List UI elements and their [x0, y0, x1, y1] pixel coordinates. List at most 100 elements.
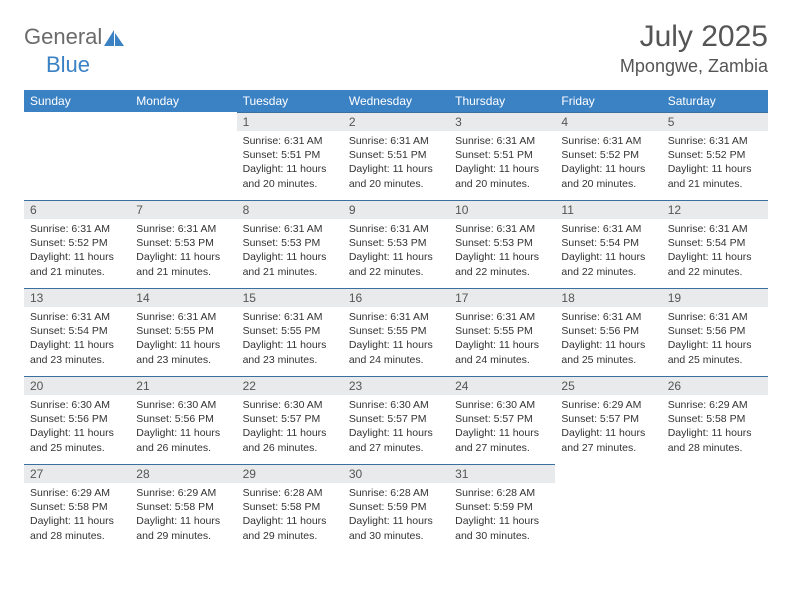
day-number: 31 — [449, 464, 555, 483]
day-number: 26 — [662, 376, 768, 395]
day-content: Sunrise: 6:31 AMSunset: 5:53 PMDaylight:… — [343, 219, 449, 285]
calendar-day-cell: 13Sunrise: 6:31 AMSunset: 5:54 PMDayligh… — [24, 288, 130, 376]
calendar-day-cell: 26Sunrise: 6:29 AMSunset: 5:58 PMDayligh… — [662, 376, 768, 464]
day-number: 22 — [237, 376, 343, 395]
calendar-day-cell — [24, 112, 130, 200]
weekday-header: Thursday — [449, 90, 555, 112]
calendar-day-cell: 10Sunrise: 6:31 AMSunset: 5:53 PMDayligh… — [449, 200, 555, 288]
weekday-header: Tuesday — [237, 90, 343, 112]
day-number: 16 — [343, 288, 449, 307]
day-number: 28 — [130, 464, 236, 483]
day-number: 5 — [662, 112, 768, 131]
day-content: Sunrise: 6:30 AMSunset: 5:56 PMDaylight:… — [24, 395, 130, 461]
day-content: Sunrise: 6:31 AMSunset: 5:51 PMDaylight:… — [343, 131, 449, 197]
day-number: 7 — [130, 200, 236, 219]
day-number: 19 — [662, 288, 768, 307]
day-content: Sunrise: 6:31 AMSunset: 5:56 PMDaylight:… — [555, 307, 661, 373]
calendar-week-row: 13Sunrise: 6:31 AMSunset: 5:54 PMDayligh… — [24, 288, 768, 376]
calendar-day-cell: 5Sunrise: 6:31 AMSunset: 5:52 PMDaylight… — [662, 112, 768, 200]
day-content: Sunrise: 6:29 AMSunset: 5:57 PMDaylight:… — [555, 395, 661, 461]
day-number: 30 — [343, 464, 449, 483]
calendar-day-cell: 23Sunrise: 6:30 AMSunset: 5:57 PMDayligh… — [343, 376, 449, 464]
page-header: General Blue July 2025 Mpongwe, Zambia — [24, 20, 768, 78]
calendar-week-row: 20Sunrise: 6:30 AMSunset: 5:56 PMDayligh… — [24, 376, 768, 464]
calendar-day-cell: 9Sunrise: 6:31 AMSunset: 5:53 PMDaylight… — [343, 200, 449, 288]
day-content: Sunrise: 6:31 AMSunset: 5:55 PMDaylight:… — [237, 307, 343, 373]
day-number: 1 — [237, 112, 343, 131]
day-content: Sunrise: 6:29 AMSunset: 5:58 PMDaylight:… — [24, 483, 130, 549]
calendar-day-cell — [662, 464, 768, 552]
day-content: Sunrise: 6:31 AMSunset: 5:53 PMDaylight:… — [449, 219, 555, 285]
day-content: Sunrise: 6:28 AMSunset: 5:59 PMDaylight:… — [343, 483, 449, 549]
calendar-body: 1Sunrise: 6:31 AMSunset: 5:51 PMDaylight… — [24, 112, 768, 552]
day-content: Sunrise: 6:28 AMSunset: 5:58 PMDaylight:… — [237, 483, 343, 549]
calendar-day-cell: 4Sunrise: 6:31 AMSunset: 5:52 PMDaylight… — [555, 112, 661, 200]
weekday-header: Monday — [130, 90, 236, 112]
calendar-day-cell: 7Sunrise: 6:31 AMSunset: 5:53 PMDaylight… — [130, 200, 236, 288]
day-number: 6 — [24, 200, 130, 219]
calendar-day-cell — [555, 464, 661, 552]
day-number: 2 — [343, 112, 449, 131]
calendar-day-cell: 25Sunrise: 6:29 AMSunset: 5:57 PMDayligh… — [555, 376, 661, 464]
brand-part2: Blue — [46, 52, 90, 77]
day-content: Sunrise: 6:31 AMSunset: 5:52 PMDaylight:… — [24, 219, 130, 285]
day-number: 4 — [555, 112, 661, 131]
day-content: Sunrise: 6:28 AMSunset: 5:59 PMDaylight:… — [449, 483, 555, 549]
day-number: 20 — [24, 376, 130, 395]
calendar-day-cell: 16Sunrise: 6:31 AMSunset: 5:55 PMDayligh… — [343, 288, 449, 376]
day-number: 11 — [555, 200, 661, 219]
day-content: Sunrise: 6:31 AMSunset: 5:52 PMDaylight:… — [662, 131, 768, 197]
day-content: Sunrise: 6:31 AMSunset: 5:56 PMDaylight:… — [662, 307, 768, 373]
calendar-day-cell — [130, 112, 236, 200]
day-content: Sunrise: 6:30 AMSunset: 5:56 PMDaylight:… — [130, 395, 236, 461]
weekday-header: Sunday — [24, 90, 130, 112]
location-label: Mpongwe, Zambia — [620, 56, 768, 77]
day-content: Sunrise: 6:31 AMSunset: 5:55 PMDaylight:… — [449, 307, 555, 373]
day-content: Sunrise: 6:31 AMSunset: 5:54 PMDaylight:… — [24, 307, 130, 373]
calendar-day-cell: 30Sunrise: 6:28 AMSunset: 5:59 PMDayligh… — [343, 464, 449, 552]
calendar-day-cell: 27Sunrise: 6:29 AMSunset: 5:58 PMDayligh… — [24, 464, 130, 552]
day-content: Sunrise: 6:31 AMSunset: 5:54 PMDaylight:… — [662, 219, 768, 285]
day-number: 15 — [237, 288, 343, 307]
day-content: Sunrise: 6:31 AMSunset: 5:51 PMDaylight:… — [237, 131, 343, 197]
day-content: Sunrise: 6:31 AMSunset: 5:52 PMDaylight:… — [555, 131, 661, 197]
weekday-header: Wednesday — [343, 90, 449, 112]
day-number: 13 — [24, 288, 130, 307]
day-number: 29 — [237, 464, 343, 483]
day-number: 8 — [237, 200, 343, 219]
calendar-day-cell: 1Sunrise: 6:31 AMSunset: 5:51 PMDaylight… — [237, 112, 343, 200]
calendar-day-cell: 19Sunrise: 6:31 AMSunset: 5:56 PMDayligh… — [662, 288, 768, 376]
day-content: Sunrise: 6:31 AMSunset: 5:51 PMDaylight:… — [449, 131, 555, 197]
calendar-day-cell: 12Sunrise: 6:31 AMSunset: 5:54 PMDayligh… — [662, 200, 768, 288]
calendar-week-row: 27Sunrise: 6:29 AMSunset: 5:58 PMDayligh… — [24, 464, 768, 552]
day-number: 3 — [449, 112, 555, 131]
day-number: 27 — [24, 464, 130, 483]
day-content: Sunrise: 6:29 AMSunset: 5:58 PMDaylight:… — [130, 483, 236, 549]
calendar-week-row: 1Sunrise: 6:31 AMSunset: 5:51 PMDaylight… — [24, 112, 768, 200]
day-content: Sunrise: 6:30 AMSunset: 5:57 PMDaylight:… — [449, 395, 555, 461]
day-number: 14 — [130, 288, 236, 307]
weekday-header-row: Sunday Monday Tuesday Wednesday Thursday… — [24, 90, 768, 112]
day-number: 25 — [555, 376, 661, 395]
calendar-day-cell: 14Sunrise: 6:31 AMSunset: 5:55 PMDayligh… — [130, 288, 236, 376]
brand-sail-icon — [104, 30, 124, 46]
calendar-day-cell: 21Sunrise: 6:30 AMSunset: 5:56 PMDayligh… — [130, 376, 236, 464]
day-number: 21 — [130, 376, 236, 395]
day-number: 23 — [343, 376, 449, 395]
day-content: Sunrise: 6:30 AMSunset: 5:57 PMDaylight:… — [237, 395, 343, 461]
day-number: 24 — [449, 376, 555, 395]
month-title: July 2025 — [620, 20, 768, 54]
brand-part1: General — [24, 24, 102, 50]
day-content: Sunrise: 6:31 AMSunset: 5:53 PMDaylight:… — [237, 219, 343, 285]
calendar-day-cell: 22Sunrise: 6:30 AMSunset: 5:57 PMDayligh… — [237, 376, 343, 464]
day-number: 12 — [662, 200, 768, 219]
weekday-header: Friday — [555, 90, 661, 112]
calendar-day-cell: 18Sunrise: 6:31 AMSunset: 5:56 PMDayligh… — [555, 288, 661, 376]
calendar-day-cell: 11Sunrise: 6:31 AMSunset: 5:54 PMDayligh… — [555, 200, 661, 288]
day-number: 9 — [343, 200, 449, 219]
calendar-day-cell: 20Sunrise: 6:30 AMSunset: 5:56 PMDayligh… — [24, 376, 130, 464]
title-block: July 2025 Mpongwe, Zambia — [620, 20, 768, 77]
brand-logo: General Blue — [24, 24, 124, 78]
day-number: 10 — [449, 200, 555, 219]
day-number: 17 — [449, 288, 555, 307]
